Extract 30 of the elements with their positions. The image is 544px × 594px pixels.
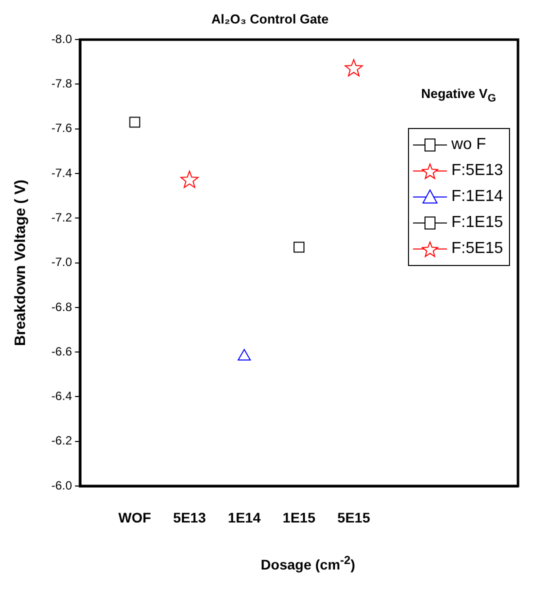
point [129,116,140,128]
y-tick-label: -7.4 [51,166,72,180]
legend-label: F:1E15 [451,214,503,232]
x-tick-label: WOF [118,509,152,526]
legend-label: F:5E15 [451,240,503,258]
y-tick-label: -7.2 [51,210,72,224]
legend-label: F:1E14 [451,188,503,206]
y-tick-label: -6.0 [51,478,72,492]
y-tick-label: -6.6 [51,344,72,358]
x-tick-label: 5E15 [337,509,370,526]
point [294,242,304,253]
y-tick-label: -7.0 [51,255,72,270]
annotation: Negative V$_{G}$ [421,86,496,105]
y-tick-label: -6.4 [51,389,72,404]
y-tick-label: -7.8 [51,76,72,91]
point [180,170,199,188]
x-axis-title: Dosage (cm$^{-2}$) [260,554,356,573]
y-tick-label: -6.8 [51,300,72,314]
x-tick-label: 1E15 [282,509,316,526]
point [344,59,363,76]
legend-label: F:5E13 [451,162,503,180]
point [238,349,251,361]
y-tick-label: -7.6 [51,121,72,136]
chart-title: Al₂O₃ Control Gate [211,11,329,26]
legend-label: wo F [451,136,486,154]
x-tick-label: 5E13 [173,509,206,526]
y-tick-label: -6.2 [51,434,72,448]
y-tick-label: -8.0 [51,32,72,46]
x-tick-label: 1E14 [228,509,261,526]
y-axis-title: Breakdown Voltage ( V) [12,180,30,346]
